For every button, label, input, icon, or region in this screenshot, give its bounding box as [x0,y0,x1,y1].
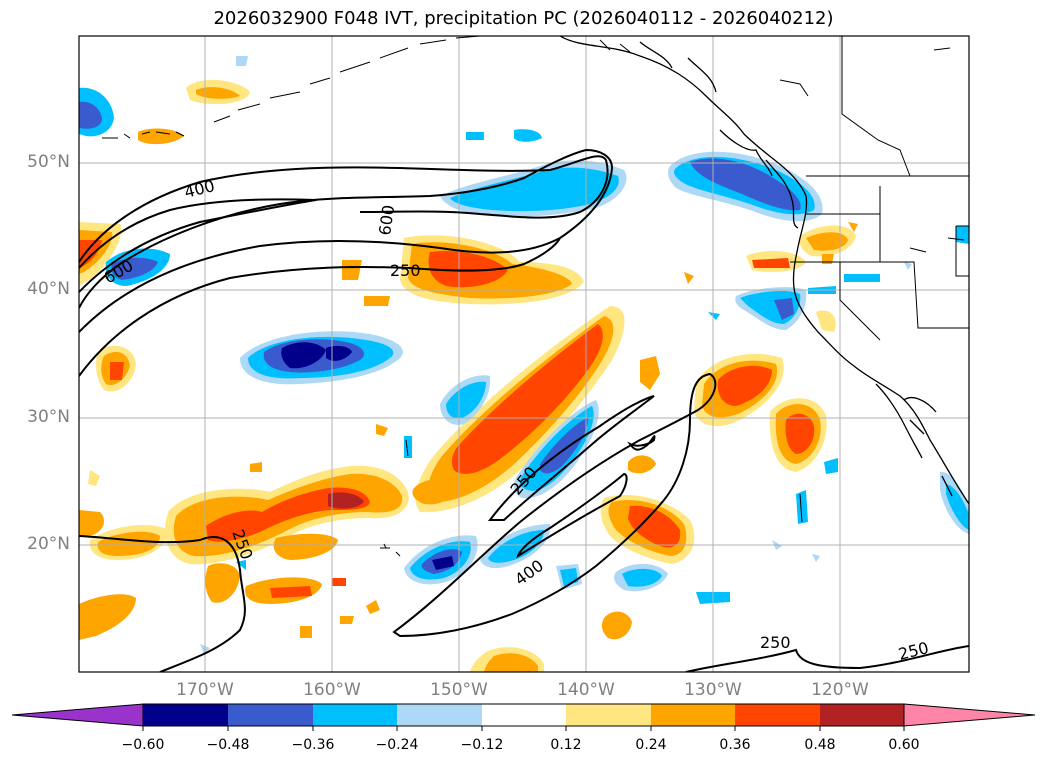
contour-label-250-central: 250 [390,261,421,280]
colorbar-tick: −0.48 [206,737,250,753]
colorbar-bin-5 [482,704,566,726]
lat-label-40n: 40°N [27,279,70,299]
colorbar-tick: 0.48 [804,737,836,753]
lon-label-140w: 140°W [557,680,615,700]
colorbar-min-extend [11,703,144,727]
colorbar-tick: −0.36 [291,737,335,753]
colorbar-tick: −0.60 [121,737,165,753]
colorbar-bin-6 [566,704,651,726]
lon-label-130w: 130°W [684,680,742,700]
contour-label-600-north: 600 [375,204,398,237]
colorbar-bin-9 [820,704,904,726]
colorbar-tick: 0.36 [719,737,751,753]
map-title: 2026032900 F048 IVT, precipitation PC (2… [213,8,834,29]
islands [380,47,965,557]
colorbar-bin-1 [143,704,228,726]
colorbar-tick: −0.12 [460,737,504,753]
colorbar-tick: 0.60 [888,737,920,753]
ivt-contours [79,148,969,672]
colorbar [11,703,1036,731]
lon-label-160w: 160°W [303,680,361,700]
contour-label-250-east: 250 [760,633,791,652]
colorbar-bin-7 [651,704,735,726]
lon-label-150w: 150°W [430,680,488,700]
colorbar-bin-3 [313,704,397,726]
colorbar-bin-2 [228,704,313,726]
colorbar-tick: −0.24 [375,737,419,753]
lon-label-120w: 120°W [811,680,869,700]
lat-label-50n: 50°N [27,152,70,172]
colorbar-tick: 0.24 [635,737,667,753]
map-frame [78,35,970,673]
lon-label-170w: 170°W [176,680,234,700]
colorbar-bin-4 [397,704,482,726]
colorbar-tick: 0.12 [550,737,582,753]
state-borders [790,36,969,341]
lat-label-30n: 30°N [27,407,70,427]
negative-anomaly-shading [79,56,969,654]
colorbar-bin-8 [735,704,820,726]
coastlines [559,36,969,505]
lat-label-20n: 20°N [27,534,70,554]
colorbar-max-extend [903,703,1036,727]
plot-area: 400 600 600 250 250 250 400 250 250 [79,36,969,672]
aleutian-islands [102,36,631,139]
